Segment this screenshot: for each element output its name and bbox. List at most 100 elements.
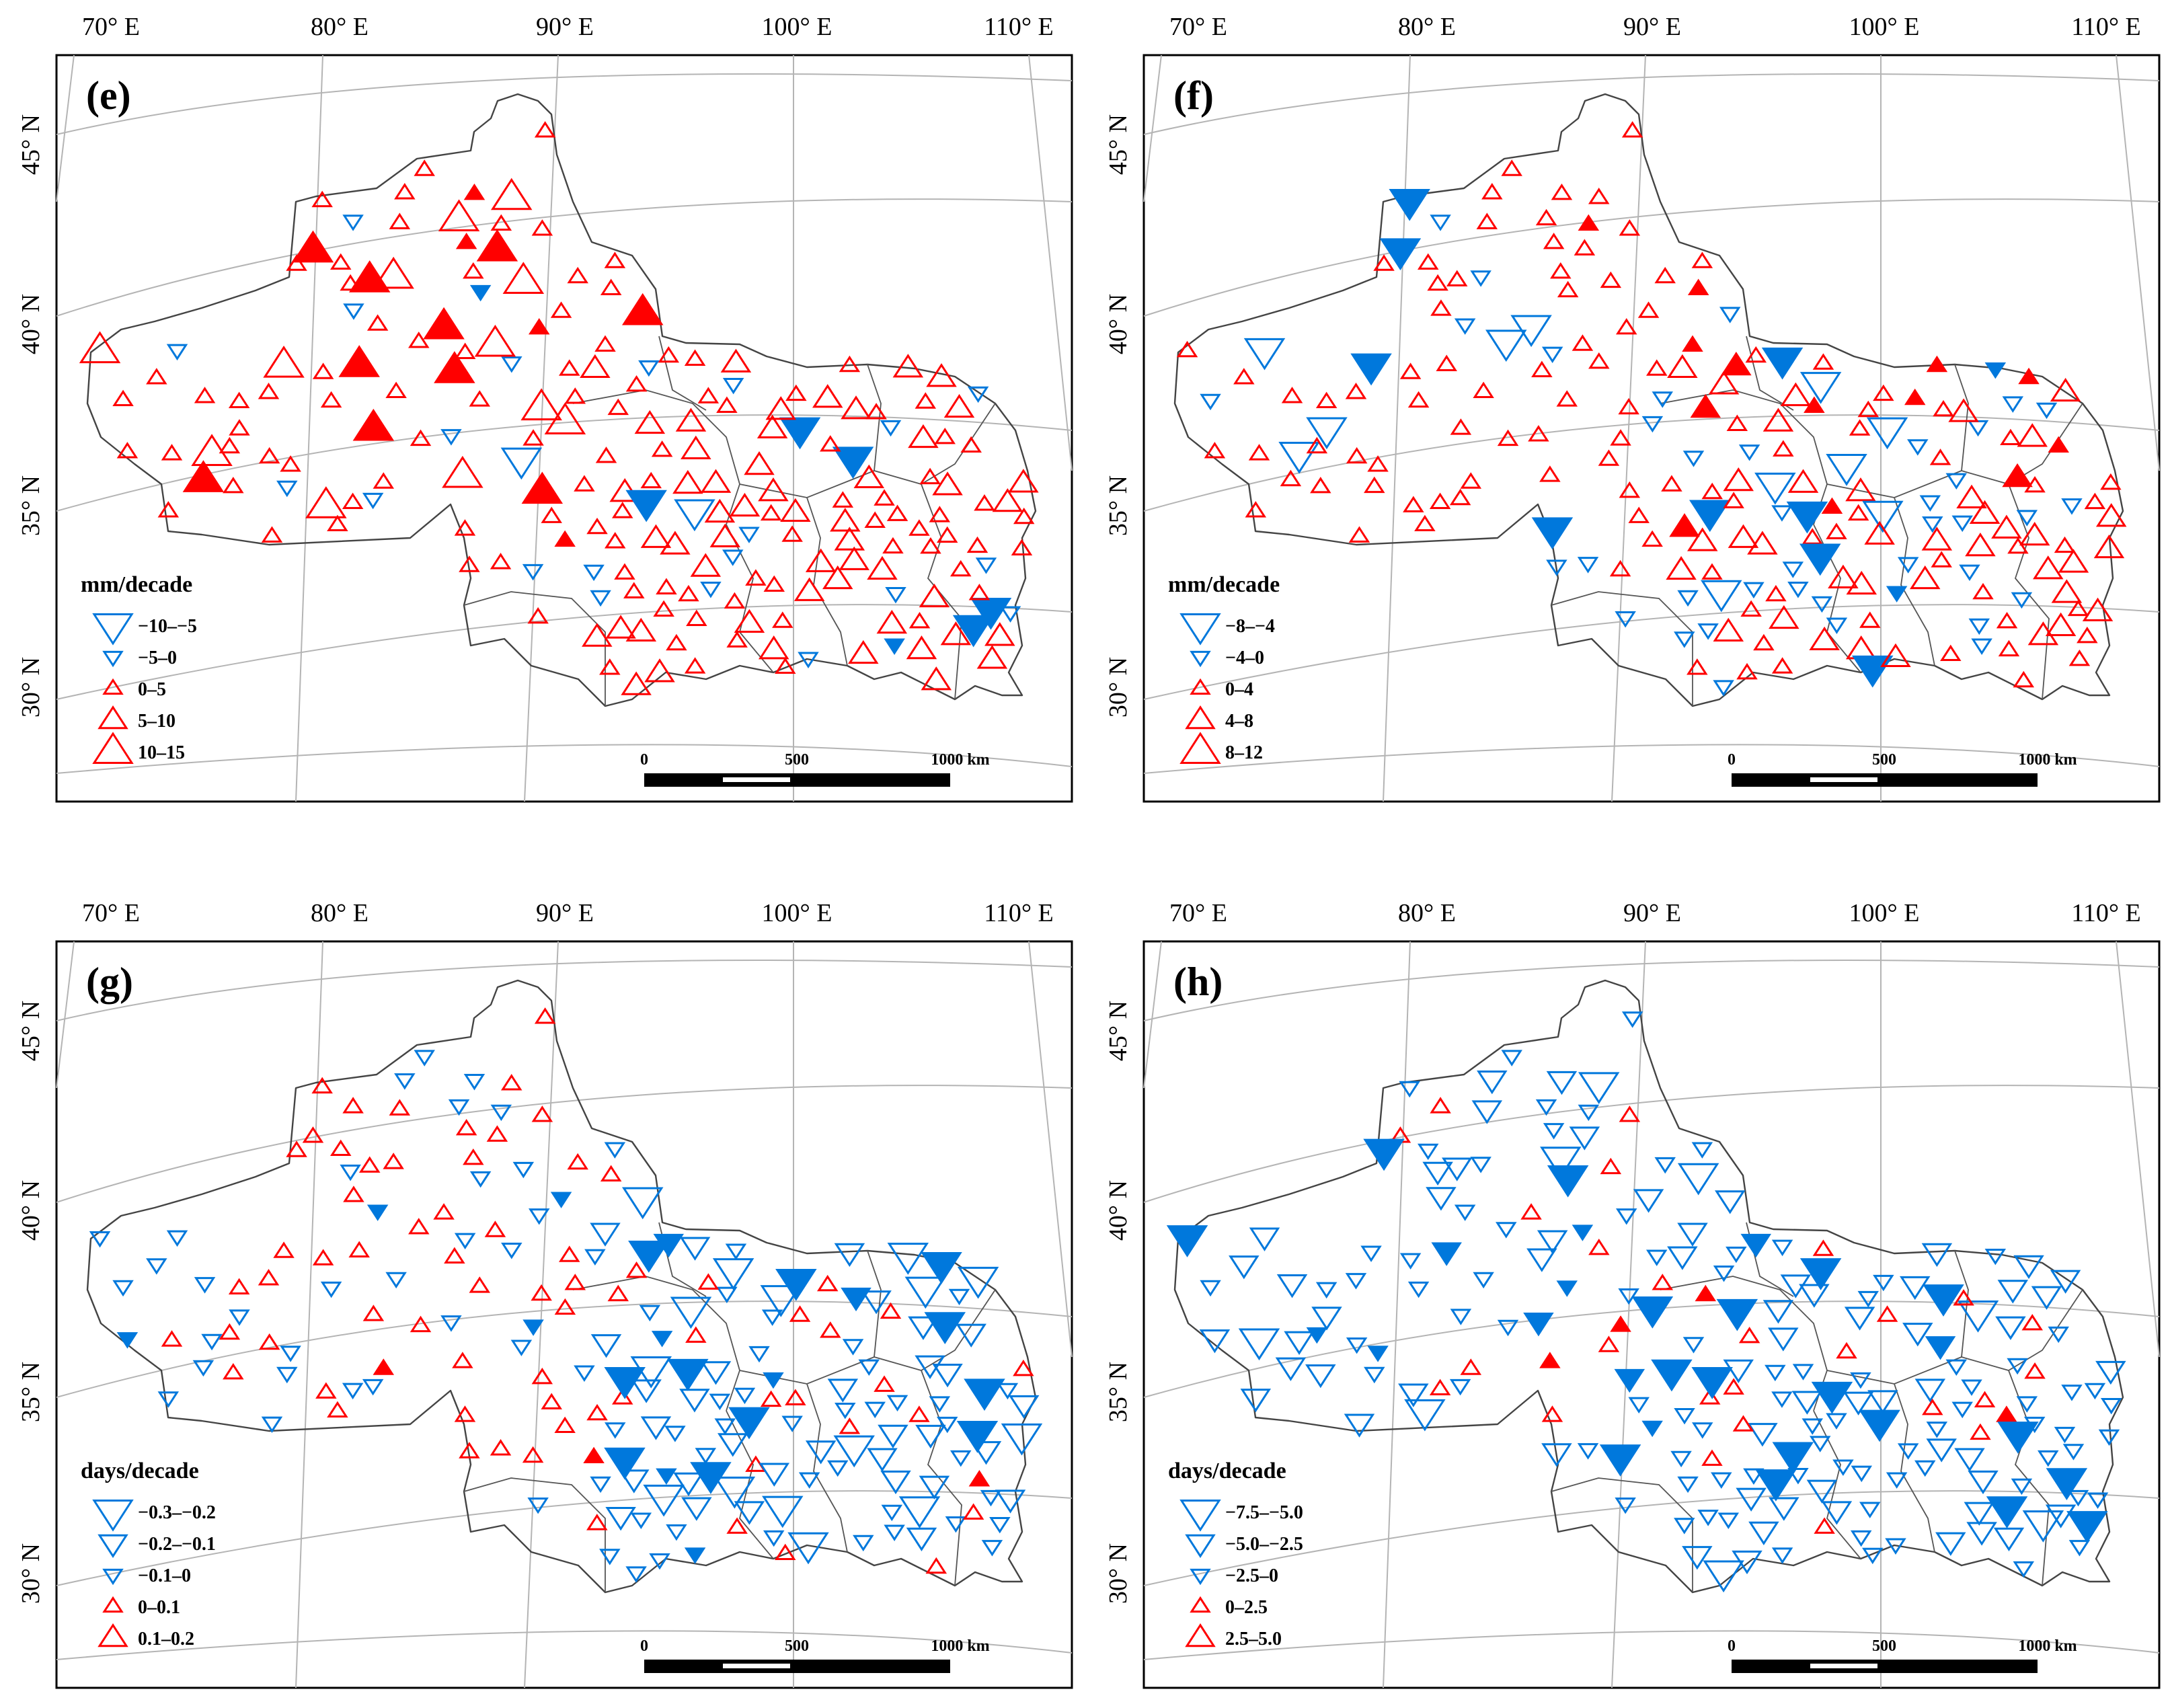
- station-marker-down: [2048, 1326, 2069, 1344]
- station-marker-up: [348, 260, 391, 293]
- station-marker-down: [833, 1435, 875, 1468]
- longitude-label: 70° E: [82, 899, 140, 927]
- longitude-label: 110° E: [984, 13, 1054, 41]
- station-marker-up: [1780, 382, 1812, 406]
- station-marker-down: [695, 1448, 717, 1465]
- station-marker-up: [358, 1156, 381, 1173]
- station-marker-up: [1762, 407, 1794, 432]
- station-marker-up: [1909, 565, 1941, 590]
- station-marker-up: [908, 424, 939, 449]
- station-marker-down: [864, 1401, 886, 1419]
- station-marker-up: [880, 1302, 902, 1319]
- station-marker-down: [880, 420, 902, 437]
- station-marker-down: [1769, 1497, 1799, 1521]
- station-marker-down: [201, 1333, 223, 1351]
- station-marker-up: [926, 363, 957, 387]
- station-marker-down: [834, 1243, 865, 1268]
- station-marker-down: [716, 1286, 738, 1304]
- station-marker-up: [2084, 492, 2106, 510]
- meridian-line-1: [1383, 941, 1411, 1688]
- station-marker-up: [1991, 514, 2022, 539]
- station-marker-down: [1966, 1522, 1997, 1546]
- station-marker-up: [599, 658, 621, 675]
- station-marker-down: [1926, 1422, 1948, 1438]
- station-marker-down: [1497, 1319, 1519, 1337]
- station-marker-down: [1278, 441, 1320, 474]
- station-marker-down: [1897, 557, 1919, 574]
- station-marker-up: [273, 1241, 295, 1258]
- station-marker-up: [1687, 658, 1708, 675]
- station-marker-up: [2100, 473, 2122, 490]
- subregion-boundary-7: [1954, 364, 1969, 471]
- station-marker-up: [338, 345, 380, 377]
- station-marker-down: [1723, 1359, 1754, 1383]
- station-marker-down: [1001, 1423, 1043, 1456]
- station-marker-up: [685, 1326, 707, 1343]
- parallel-line-4: [1143, 744, 2160, 774]
- station-marker-down: [956, 1421, 999, 1453]
- station-marker-up: [1539, 1352, 1561, 1368]
- station-marker-down: [762, 1496, 804, 1528]
- station-marker-up: [219, 1323, 241, 1340]
- subregion-boundary-3: [806, 1383, 848, 1553]
- station-marker-up: [490, 553, 512, 570]
- station-marker-up: [1535, 208, 1557, 226]
- legend-label: 2.5–5.0: [1225, 1629, 1282, 1649]
- station-marker-down: [957, 1266, 999, 1299]
- station-marker-down: [625, 490, 667, 522]
- station-marker-down: [1404, 1399, 1446, 1432]
- station-marker-up: [389, 212, 411, 229]
- latitude-label: 45° N: [1104, 114, 1132, 175]
- station-marker-up: [261, 526, 283, 543]
- station-marker-up: [1738, 1327, 1760, 1344]
- station-marker-up: [1615, 318, 1637, 335]
- scale-bar: 0 500 1000 km: [640, 1637, 990, 1673]
- station-marker-up: [720, 348, 752, 373]
- parallel-line-4: [56, 1630, 1073, 1660]
- station-marker-up: [1619, 219, 1641, 236]
- station-marker-down: [1885, 1538, 1906, 1555]
- station-marker-down: [956, 1323, 986, 1348]
- station-marker-up: [839, 1418, 861, 1434]
- station-marker-down: [1367, 1346, 1389, 1362]
- latitude-label: 45° N: [1104, 1001, 1132, 1061]
- station-marker-up: [1600, 271, 1622, 288]
- station-marker-up: [793, 577, 825, 601]
- scale-bar: 0 500 1000 km: [1728, 1637, 2077, 1673]
- station-marker-up: [1847, 504, 1869, 521]
- station-marker-down: [734, 1501, 765, 1525]
- station-marker-up: [962, 1503, 984, 1520]
- station-marker-down: [1925, 1336, 1956, 1360]
- subregion-boundary-2: [739, 403, 996, 498]
- station-marker-up: [1998, 639, 2020, 657]
- station-marker-up: [534, 1007, 556, 1024]
- station-marker-up: [653, 600, 674, 617]
- station-marker-down: [728, 1407, 770, 1440]
- scale-start: 0: [640, 751, 648, 769]
- legend-label: −0.3–−0.2: [138, 1502, 216, 1523]
- station-marker-up: [315, 1382, 337, 1399]
- station-marker-up: [583, 1446, 605, 1464]
- legend-symbol-up: [1179, 732, 1221, 764]
- station-marker-down: [1621, 1011, 1643, 1028]
- station-marker-down: [276, 1366, 298, 1384]
- station-marker-down: [1306, 1327, 1328, 1344]
- station-marker-down: [2011, 592, 2033, 609]
- station-marker-up: [476, 229, 518, 262]
- station-marker-up: [564, 387, 586, 404]
- station-marker-up: [864, 511, 886, 528]
- station-marker-up: [1972, 582, 1994, 600]
- station-marker-down: [1541, 346, 1563, 364]
- station-marker-down: [630, 1356, 672, 1389]
- legend-label: 0–4: [1225, 679, 1253, 700]
- station-marker-down: [590, 1334, 622, 1358]
- latitude-label: 35° N: [17, 475, 45, 536]
- station-marker-up: [785, 1389, 806, 1405]
- meridian-line-0: [56, 941, 75, 1089]
- station-marker-up: [383, 1153, 404, 1169]
- station-marker-up: [882, 537, 904, 554]
- station-marker-up: [594, 335, 616, 352]
- legend-symbol-up: [1190, 678, 1211, 695]
- station-marker-down: [1364, 1366, 1385, 1384]
- station-marker-down: [1556, 1280, 1578, 1297]
